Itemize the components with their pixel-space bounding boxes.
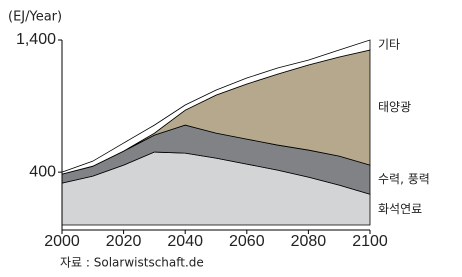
y-axis-label: (EJ/Year)	[8, 10, 62, 25]
area	[61, 39, 371, 175]
legend-label: 태양광	[378, 100, 411, 114]
legend-label: 기타	[378, 38, 400, 52]
x-tick-label: 2060	[229, 233, 265, 250]
x-tick-label: 2000	[44, 233, 80, 250]
x-tick-label: 2100	[352, 233, 388, 250]
source: 자료 : Solarwistschaft.de	[60, 256, 204, 270]
legend-label: 화석연료	[378, 202, 422, 216]
y-tick-label: 1,400	[16, 31, 56, 48]
x-tick-label: 2040	[167, 233, 203, 250]
x-tick-label: 2080	[291, 233, 327, 250]
y-tick-label: 400	[29, 163, 56, 180]
legend-label: 수력, 풍력	[378, 172, 430, 186]
x-tick-label: 2020	[106, 233, 142, 250]
